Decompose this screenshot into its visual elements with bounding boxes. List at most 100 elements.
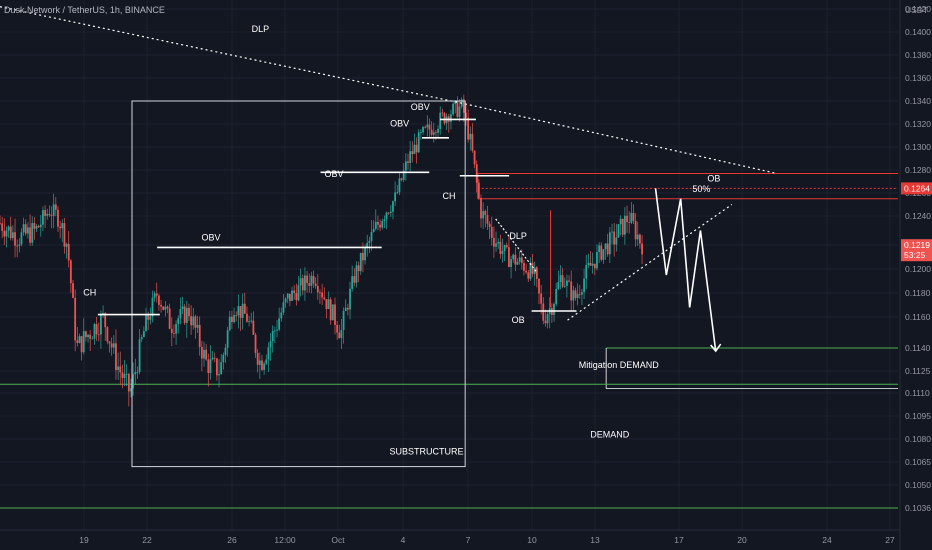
candle-body	[364, 246, 366, 261]
candle-body	[589, 262, 592, 266]
candle-body	[11, 232, 14, 239]
candle-body	[389, 211, 392, 213]
candle-body	[377, 221, 379, 225]
candle-body	[626, 215, 628, 223]
annotation-label: 50%	[692, 184, 710, 194]
candle-body	[67, 243, 70, 261]
candle-body	[104, 313, 107, 328]
candle-body	[508, 247, 510, 268]
candle-body	[499, 241, 502, 254]
candle-body	[95, 324, 98, 335]
y-tick-label: 0.1360	[905, 73, 931, 83]
candle-body	[299, 278, 302, 286]
candle-body	[432, 132, 435, 135]
candle-body	[207, 359, 210, 374]
candle-body	[87, 334, 89, 338]
y-tick-label: 0.1200	[905, 264, 931, 274]
candle-body	[237, 306, 240, 316]
candle-body	[621, 218, 624, 235]
candle-body	[585, 264, 588, 279]
y-tick-label: 0.1400	[905, 27, 931, 37]
currency-label: USDT	[905, 5, 928, 15]
candle-body	[471, 133, 474, 151]
candle-body	[224, 347, 227, 355]
candle-body	[190, 316, 193, 326]
candle-body	[147, 313, 150, 320]
y-axis[interactable]: 0.1420 0.1400 0.1380 0.1360 0.1340 0.1320 0.13…	[899, 0, 932, 550]
candle-body	[265, 359, 268, 364]
annotation-label: OBV	[390, 118, 409, 128]
candle-body	[89, 334, 92, 339]
candle-body	[525, 270, 528, 273]
candle-body	[173, 332, 175, 334]
candle-body	[233, 315, 235, 322]
candle-body	[65, 243, 68, 247]
candle-body	[593, 263, 596, 269]
y-tick-label: 0.1240	[905, 211, 931, 221]
candle-body	[441, 112, 444, 114]
candle-body	[570, 281, 573, 301]
candle-body	[338, 332, 341, 339]
candle-body	[50, 215, 53, 216]
candle-body	[106, 327, 109, 342]
candle-body	[140, 337, 143, 340]
candle-body	[1, 223, 4, 231]
candle-body	[379, 224, 381, 228]
candle-body	[164, 306, 167, 310]
candle-body	[563, 285, 566, 287]
candle-body	[142, 331, 145, 338]
candle-body	[273, 330, 276, 332]
candle-body	[115, 343, 117, 370]
candle-body	[31, 223, 34, 243]
x-tick-label: 17	[674, 535, 684, 545]
candle-body	[495, 243, 497, 247]
candle-body	[424, 126, 427, 128]
candle-body	[503, 245, 506, 252]
candle-body	[9, 226, 12, 239]
candle-body	[342, 310, 345, 330]
candle-body	[293, 290, 296, 293]
candle-body	[196, 324, 199, 328]
x-tick-label: 7	[466, 535, 471, 545]
candle-body	[76, 340, 79, 343]
candle-body	[27, 227, 29, 234]
last-price-tag	[901, 239, 932, 262]
candle-body	[263, 363, 266, 370]
candle-body	[559, 275, 562, 283]
candle-body	[415, 144, 418, 153]
candle-body	[396, 192, 399, 194]
y-tick-label: 0.1125	[905, 366, 931, 376]
candle-body	[46, 213, 49, 216]
candle-body	[252, 320, 255, 335]
candle-body	[450, 114, 452, 122]
annotation-label: OBV	[325, 169, 344, 179]
candle-body	[473, 150, 476, 165]
candle-body	[57, 209, 59, 227]
x-tick-label: 27	[885, 535, 895, 545]
y-tick-label: 0.1095	[905, 411, 931, 421]
candle-body	[138, 339, 141, 373]
candle-body	[7, 226, 10, 231]
candle-body	[632, 212, 635, 221]
candle-body	[282, 302, 285, 313]
candle-body	[366, 242, 369, 247]
candle-body	[538, 278, 540, 294]
candle-body	[286, 293, 289, 299]
x-tick-label: 13	[590, 535, 600, 545]
candle-body	[349, 288, 351, 310]
candle-body	[319, 292, 321, 294]
candle-body	[91, 338, 94, 340]
candle-body	[162, 306, 165, 310]
candle-body	[228, 316, 231, 331]
candle-body	[183, 306, 186, 323]
candle-body	[218, 374, 220, 376]
candle-body	[35, 226, 38, 229]
candle-body	[351, 276, 354, 289]
candle-body	[24, 224, 27, 234]
candle-body	[321, 292, 324, 298]
candle-body	[477, 182, 480, 198]
candle-body	[59, 226, 62, 229]
x-axis[interactable]: 19 22 26 12:00 Oct 4 7 10 13 17 20 24 27	[0, 529, 900, 545]
candle-body	[344, 307, 347, 311]
